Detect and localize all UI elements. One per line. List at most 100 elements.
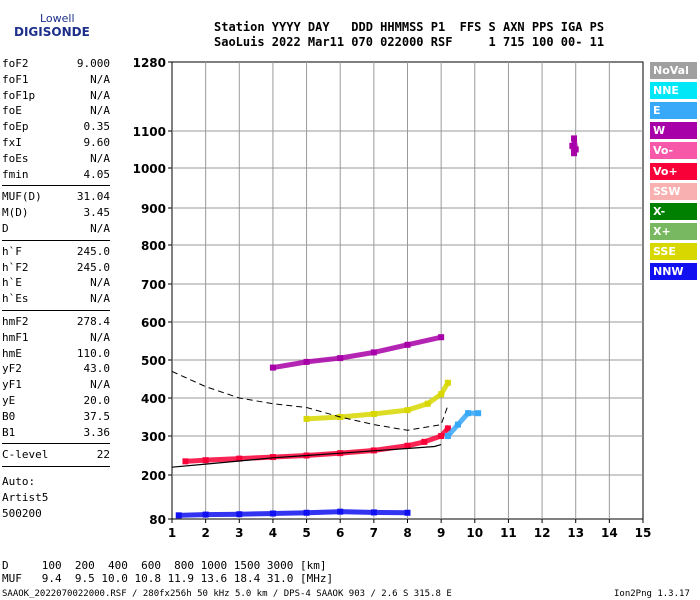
param-row: h`F 245.0 xyxy=(2,244,110,259)
legend-item-vo-: Vo+ xyxy=(650,162,697,180)
param-name: foF1 xyxy=(2,72,29,86)
param-value: 278.4 xyxy=(76,315,110,328)
logo-lowell: Lowell xyxy=(40,12,75,25)
param-name: fxI xyxy=(2,136,22,149)
param-row: foEp 0.35 xyxy=(2,119,110,134)
echo-trace-segment xyxy=(404,334,445,348)
profile-curve xyxy=(171,444,442,468)
param-value: N/A xyxy=(90,104,110,118)
param-row: foF1p N/A xyxy=(2,88,110,103)
legend-item-nnw: NNW xyxy=(650,263,697,280)
echo-trace-segment xyxy=(236,510,276,517)
param-name: h`F xyxy=(2,244,22,258)
param-value: N/A xyxy=(90,378,110,392)
param-row: hmE 110.0 xyxy=(2,346,110,361)
echo-point xyxy=(572,146,579,153)
footer-muf-row: MUF 9.4 9.5 10.0 10.8 11.9 13.6 18.4 31.… xyxy=(2,572,334,585)
echo-trace-segment xyxy=(303,414,343,422)
header-line-1: Station YYYY DAY DDD HHMMSS P1 FFS S AXN… xyxy=(214,20,605,34)
param-value: 245.0 xyxy=(76,260,110,274)
footer-version: Ion2Png 1.3.17 xyxy=(614,589,690,599)
param-name: fmin xyxy=(2,167,29,181)
echo-trace-segment xyxy=(303,509,343,516)
y-tick-label: 800 xyxy=(141,239,166,253)
footer-file-info: SAAOK_2022070022000.RSF / 280fx256h 50 k… xyxy=(2,589,452,599)
param-name: hmF2 xyxy=(2,315,29,328)
legend-item-x-: X- xyxy=(650,202,697,220)
y-tick-label: 1280 xyxy=(133,56,166,70)
param-row: M(D) 3.45 xyxy=(2,205,110,220)
param-name: M(D) xyxy=(2,206,29,220)
param-name: h`F2 xyxy=(2,260,29,274)
echo-trace-segment xyxy=(303,355,343,365)
echo-point xyxy=(404,509,411,516)
legend-item-vo-: Vo- xyxy=(650,142,697,160)
param-value: 37.5 xyxy=(83,409,111,423)
param-name: C-level xyxy=(2,448,49,462)
param-name: hmF1 xyxy=(2,330,29,344)
param-row: foF1 N/A xyxy=(2,72,110,87)
param-value: 22 xyxy=(96,448,110,462)
echo-trace-segment xyxy=(404,400,431,414)
param-row: fxI 9.60 xyxy=(2,135,110,150)
param-value: 245.0 xyxy=(76,244,110,258)
autoscaler-line: 500200 xyxy=(2,507,42,521)
legend-item-x-: X+ xyxy=(650,222,697,240)
param-name: D xyxy=(2,222,9,235)
legend-item-noval: NoVal xyxy=(650,62,697,79)
param-row: h`F2 245.0 xyxy=(2,260,110,275)
param-value: 20.0 xyxy=(83,394,111,407)
y-tick-label: 900 xyxy=(141,202,166,216)
param-row: B0 37.5 xyxy=(2,409,110,424)
echo-trace-segment xyxy=(182,457,209,464)
param-row: h`E N/A xyxy=(2,275,110,290)
y-tick-label: 80 xyxy=(149,513,166,527)
param-value: 4.05 xyxy=(83,167,111,181)
param-name: yF1 xyxy=(2,378,22,392)
param-row: MUF(D) 31.04 xyxy=(2,189,110,204)
x-tick-label: 4 xyxy=(269,526,277,540)
x-tick-label: 13 xyxy=(567,526,584,540)
echo-point xyxy=(475,410,482,417)
param-row: yF2 43.0 xyxy=(2,361,110,376)
header-line-2: SaoLuis 2022 Mar11 070 022000 RSF 1 715 … xyxy=(214,35,605,49)
x-tick-label: 8 xyxy=(403,526,411,540)
param-name: yF2 xyxy=(2,362,22,376)
y-tick-label: 1100 xyxy=(133,125,166,139)
footer-d-row: D 100 200 400 600 800 1000 1500 3000 [km… xyxy=(2,559,327,572)
y-tick-label: 400 xyxy=(141,392,166,406)
param-value: N/A xyxy=(90,88,110,102)
param-name: h`E xyxy=(2,276,22,290)
param-value: 0.35 xyxy=(83,120,111,134)
param-name: foEp xyxy=(2,120,29,134)
param-row: D N/A xyxy=(2,221,110,236)
param-row: fmin 4.05 xyxy=(2,167,110,182)
param-value: N/A xyxy=(90,292,110,306)
y-tick-label: 500 xyxy=(141,354,166,368)
legend-item-ssw: SSW xyxy=(650,182,697,200)
echo-trace-segment xyxy=(337,411,377,420)
x-tick-label: 9 xyxy=(437,526,445,540)
param-name: B0 xyxy=(2,409,16,423)
param-separator xyxy=(2,310,110,311)
x-tick-label: 3 xyxy=(235,526,243,540)
param-row: h`Es N/A xyxy=(2,291,110,306)
legend-item-sse: SSE xyxy=(650,242,697,260)
param-row: hmF1 N/A xyxy=(2,330,110,345)
param-name: B1 xyxy=(2,425,16,439)
x-tick-label: 2 xyxy=(201,526,209,540)
param-name: foEs xyxy=(2,151,29,165)
param-value: 9.60 xyxy=(83,136,111,149)
param-value: 3.45 xyxy=(83,206,111,220)
param-name: yE xyxy=(2,394,16,407)
param-separator xyxy=(2,239,110,241)
param-row: yE 20.0 xyxy=(2,393,110,408)
echo-trace-segment xyxy=(270,359,310,371)
param-value: N/A xyxy=(90,276,110,290)
echo-trace-segment xyxy=(371,442,411,454)
x-tick-label: 15 xyxy=(635,526,652,540)
legend-item-e: E xyxy=(650,102,697,120)
y-tick-label: 1000 xyxy=(133,162,166,176)
scaled-parameters-panel: foF2 9.000 foF1 N/A foF1p N/A foE N/A foEp 0.35 fx… xyxy=(2,56,110,526)
